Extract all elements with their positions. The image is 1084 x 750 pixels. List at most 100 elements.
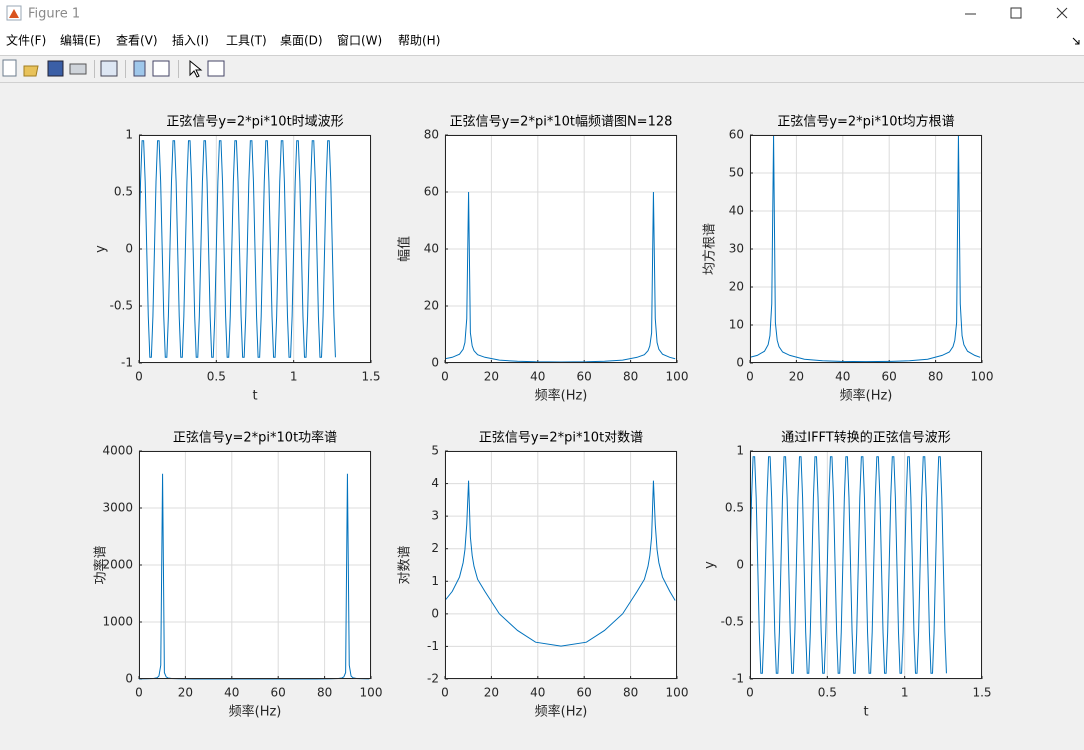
open-icon[interactable] [23,65,39,77]
x-tick-label: 100 [971,370,994,384]
x-axis-label: 频率(Hz) [840,388,893,404]
x-tick-label: 20 [484,686,499,700]
plot-area [139,140,336,358]
x-axis-label: t [863,705,868,720]
legend-icon[interactable] [152,60,170,77]
chart-title: 正弦信号y=2*pi*10t均方根谱 [777,114,954,130]
y-tick-label: 40 [424,242,439,256]
data-line [139,140,336,358]
axes-box [139,135,371,363]
x-tick-label: 20 [484,370,499,384]
link-icon[interactable] [100,60,118,77]
dock-button[interactable] [1072,37,1080,45]
y-tick-label: 5 [431,444,439,458]
menu-item[interactable]: 查看(V) [116,34,158,48]
maximize-button[interactable] [1010,7,1022,19]
plot-area [445,480,676,647]
y-tick-label: 2000 [102,558,133,572]
plot-area [750,134,981,363]
axes-box [750,451,982,679]
chart-title: 正弦信号y=2*pi*10t对数谱 [479,430,643,446]
chart-title: 正弦信号y=2*pi*10t时域波形 [166,114,343,130]
plot-area [445,191,676,363]
close-button[interactable] [1056,7,1068,19]
y-tick-label: 10 [729,318,744,332]
y-tick-label: -1 [427,639,439,653]
data-line [750,456,947,674]
x-tick-label: 1 [290,370,298,384]
y-tick-label: 0.5 [114,185,133,199]
y-tick-label: 1 [736,444,744,458]
x-tick-label: 60 [882,370,897,384]
x-axis-label: 频率(Hz) [535,704,588,720]
menu-item[interactable]: 桌面(D) [280,34,323,48]
x-tick-label: 0 [746,686,754,700]
chart-title: 正弦信号y=2*pi*10t幅频谱图N=128 [450,114,673,130]
y-tick-label: 20 [424,299,439,313]
x-tick-label: 40 [224,686,239,700]
x-tick-label: 20 [178,686,193,700]
y-axis-label: 功率谱 [93,545,109,584]
y-tick-label: 0 [736,558,744,572]
app-icon [6,5,22,21]
x-tick-label: 0 [441,370,449,384]
data-line [750,134,981,363]
menu-item[interactable]: 文件(F) [6,33,46,48]
x-axis-label: 频率(Hz) [535,388,588,404]
menu-item[interactable]: 帮助(H) [398,34,440,48]
y-tick-label: 3000 [102,501,133,515]
y-tick-label: -0.5 [721,615,744,629]
y-tick-label: 30 [729,242,744,256]
plot-area [750,456,947,674]
pointer-icon[interactable] [189,59,203,78]
x-tick-label: 0.5 [207,370,226,384]
x-tick-label: 40 [530,686,545,700]
save-icon[interactable] [47,60,64,77]
y-tick-label: 20 [729,280,744,294]
x-tick-label: 40 [530,370,545,384]
menu-bar [0,28,1084,55]
title-bar [0,0,1084,28]
print-icon[interactable] [69,63,87,75]
menu-item[interactable]: 插入(I) [172,34,209,48]
new-icon[interactable] [2,59,17,77]
toolbar [2,59,225,78]
figure-area: 0 0.5 1 1.5 -1 -0.5 0 0.5 1 正弦信号y=2*pi*10t时域波形 t y 0… [93,114,994,720]
colorbar-icon[interactable] [133,60,146,77]
x-tick-label: 80 [928,370,943,384]
x-tick-label: 0 [441,686,449,700]
menu-item[interactable]: 窗口(W) [337,34,382,48]
y-tick-label: -1 [732,672,744,686]
x-tick-label: 80 [623,370,638,384]
x-tick-label: 100 [666,686,689,700]
menu-item[interactable]: 编辑(E) [60,33,101,48]
y-tick-label: 40 [729,204,744,218]
y-tick-label: 0 [431,356,439,370]
x-tick-label: 60 [577,370,592,384]
x-tick-label: 20 [789,370,804,384]
y-tick-label: -1 [121,356,133,370]
y-tick-label: 4 [431,476,439,490]
y-tick-label: 3 [431,509,439,523]
y-tick-label: -0.5 [110,299,133,313]
menu-group: 文件(F) 编辑(E) 查看(V) 插入(I) 工具(T) 桌面(D) 窗口(W) 帮助(H) [6,33,440,48]
x-tick-label: 1 [901,686,909,700]
axes-box [445,451,677,679]
x-tick-label: 0 [135,686,143,700]
axes-background [445,451,677,679]
chart-title: 通过IFFT转换的正弦信号波形 [781,430,951,446]
menu-item[interactable]: 工具(T) [226,34,267,48]
data-line [445,480,676,647]
y-tick-label: 0 [125,672,133,686]
y-tick-label: 50 [729,166,744,180]
property-icon[interactable] [207,60,225,77]
x-tick-label: 0 [135,370,143,384]
axes-box [445,135,677,363]
x-tick-label: 100 [666,370,689,384]
y-tick-label: 0 [431,606,439,620]
x-tick-label: 0 [746,370,754,384]
y-tick-label: 0 [125,242,133,256]
y-axis-label: 对数谱 [398,545,413,584]
y-tick-label: 1 [431,574,439,588]
